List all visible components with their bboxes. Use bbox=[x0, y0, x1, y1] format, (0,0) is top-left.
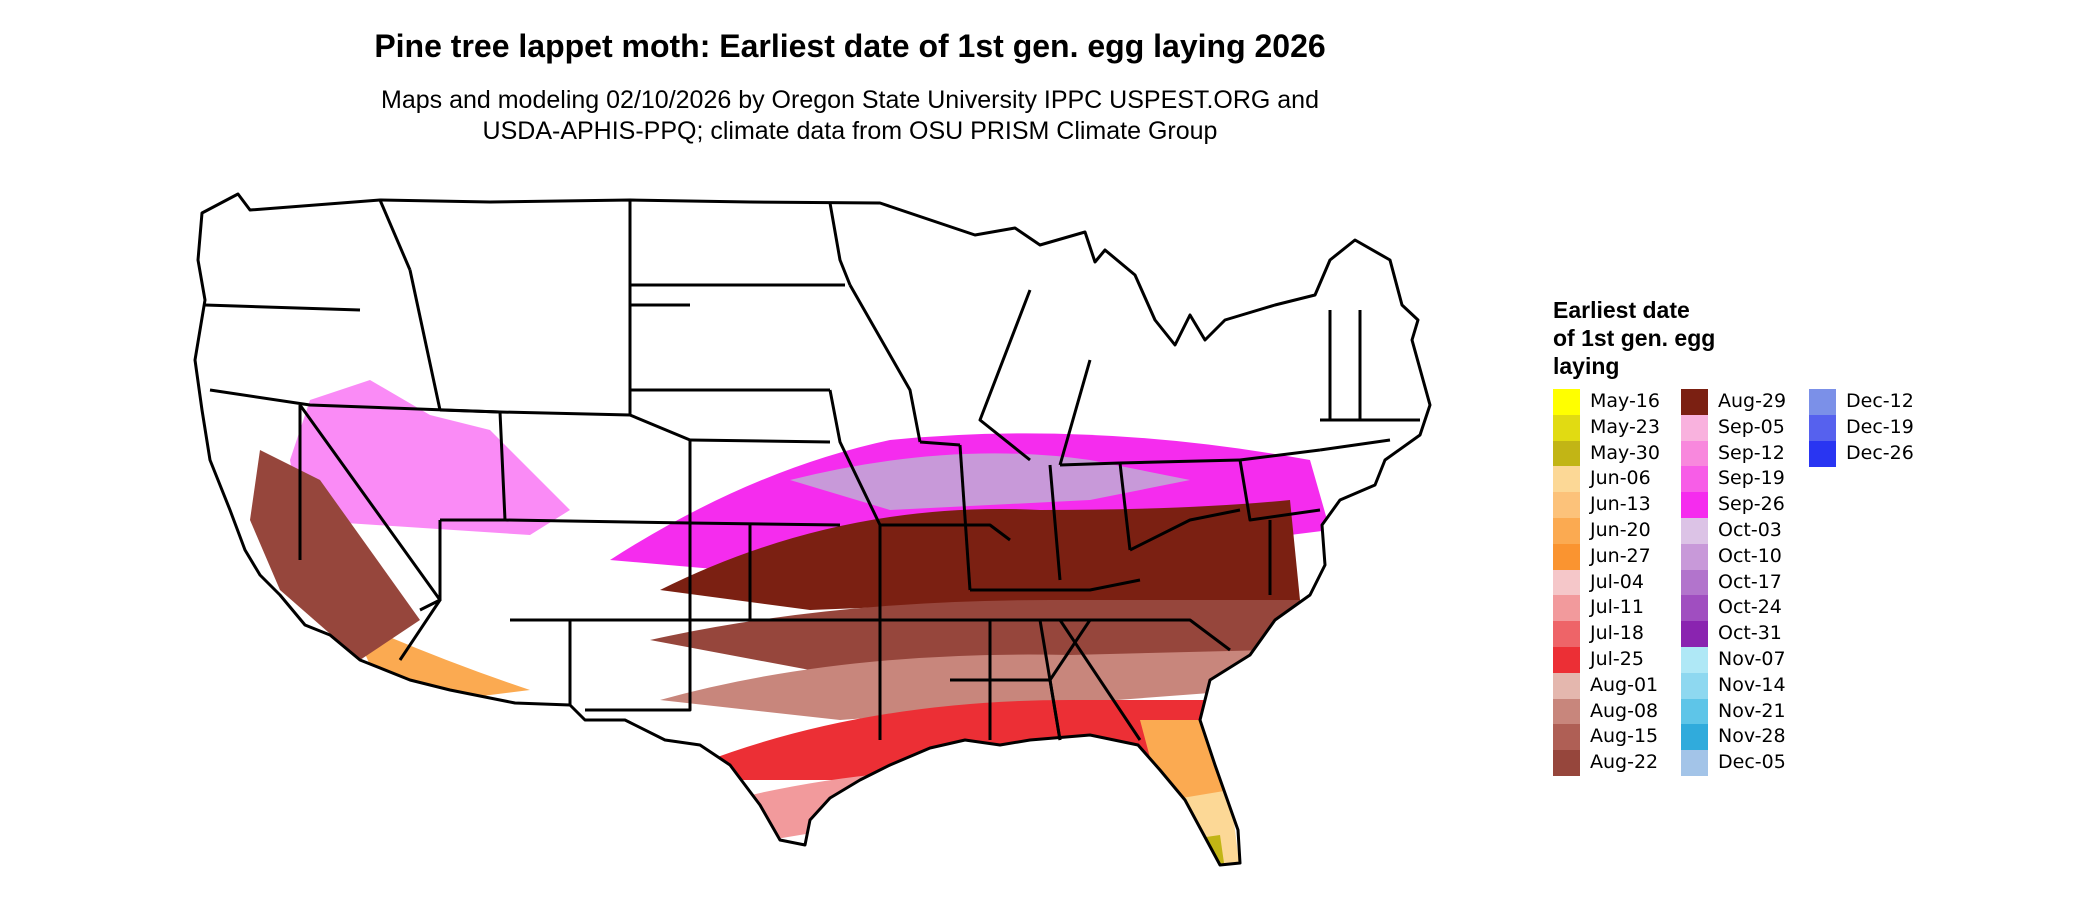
legend-label: Jul-25 bbox=[1590, 647, 1644, 670]
legend-swatch bbox=[1681, 569, 1708, 596]
legend-swatch bbox=[1681, 621, 1708, 648]
legend-swatch bbox=[1553, 414, 1580, 441]
legend-swatch bbox=[1681, 389, 1708, 415]
legend-label: May-23 bbox=[1590, 415, 1660, 438]
legend-swatch bbox=[1553, 492, 1580, 519]
legend-swatch bbox=[1553, 543, 1580, 570]
legend-swatch bbox=[1681, 750, 1708, 777]
legend-label: Dec-26 bbox=[1846, 441, 1914, 464]
legend-label: Jul-04 bbox=[1590, 570, 1644, 593]
legend-swatch bbox=[1809, 389, 1836, 415]
legend-label: Oct-17 bbox=[1718, 570, 1782, 593]
legend-swatch bbox=[1553, 646, 1580, 673]
legend-swatch bbox=[1681, 724, 1708, 751]
legend-swatch bbox=[1553, 672, 1580, 699]
legend-swatch bbox=[1681, 543, 1708, 570]
legend-label: Aug-29 bbox=[1718, 390, 1787, 412]
legend-swatch bbox=[1809, 414, 1836, 441]
legend-label: Sep-05 bbox=[1718, 415, 1785, 438]
legend-swatch bbox=[1681, 440, 1708, 467]
legend-swatch bbox=[1681, 672, 1708, 699]
legend-swatch bbox=[1681, 646, 1708, 673]
legend-label: Nov-28 bbox=[1718, 725, 1786, 748]
legend-label: Sep-26 bbox=[1718, 493, 1785, 516]
legend-label: Aug-22 bbox=[1590, 751, 1659, 774]
legend-label: Jul-18 bbox=[1590, 622, 1644, 645]
map-title: Pine tree lappet moth: Earliest date of … bbox=[374, 28, 1326, 64]
legend-swatch bbox=[1553, 621, 1580, 648]
legend-swatch bbox=[1681, 517, 1708, 544]
legend-swatch bbox=[1681, 466, 1708, 493]
us-phenology-map bbox=[193, 192, 1432, 867]
legend-label: Jul-11 bbox=[1590, 596, 1644, 619]
legend-label: Dec-05 bbox=[1718, 751, 1786, 774]
legend-label: May-30 bbox=[1590, 441, 1660, 464]
legend-label: Aug-01 bbox=[1590, 673, 1659, 696]
legend-label: Dec-19 bbox=[1846, 415, 1914, 438]
legend-swatch bbox=[1553, 440, 1580, 467]
legend-label: Oct-31 bbox=[1718, 622, 1782, 645]
legend-swatch bbox=[1553, 569, 1580, 596]
legend-swatch bbox=[1553, 517, 1580, 544]
legend-swatch bbox=[1553, 698, 1580, 725]
legend-label: Jun-20 bbox=[1590, 518, 1651, 541]
legend-label: Oct-03 bbox=[1718, 518, 1782, 541]
legend-label: Nov-21 bbox=[1718, 699, 1786, 722]
map-subtitle-line-2: USDA-APHIS-PPQ; climate data from OSU PR… bbox=[482, 117, 1218, 145]
legend-title: Earliest date of 1st gen. egg laying bbox=[1553, 297, 1716, 379]
legend-swatch bbox=[1553, 466, 1580, 493]
legend-label: Aug-08 bbox=[1590, 699, 1659, 722]
legend-label: Sep-12 bbox=[1718, 441, 1785, 464]
map-subtitle-line-1: Maps and modeling 02/10/2026 by Oregon S… bbox=[381, 86, 1319, 114]
legend-swatch bbox=[1553, 389, 1580, 415]
legend-swatch bbox=[1681, 698, 1708, 725]
legend-swatch bbox=[1553, 724, 1580, 751]
legend-label: Nov-07 bbox=[1718, 647, 1786, 670]
legend-swatch bbox=[1553, 595, 1580, 622]
legend-label: Dec-12 bbox=[1846, 390, 1914, 412]
legend-label: Jun-13 bbox=[1590, 493, 1651, 516]
legend-label: Oct-24 bbox=[1718, 596, 1782, 619]
legend-label: Jun-06 bbox=[1590, 467, 1651, 490]
legend-swatch bbox=[1553, 750, 1580, 777]
legend-label: Nov-14 bbox=[1718, 673, 1786, 696]
legend-label: May-16 bbox=[1590, 390, 1660, 412]
legend-label: Jun-27 bbox=[1590, 544, 1651, 567]
legend-swatch bbox=[1681, 595, 1708, 622]
legend-label: Oct-10 bbox=[1718, 544, 1782, 567]
legend-swatch bbox=[1809, 440, 1836, 467]
legend-swatch bbox=[1681, 492, 1708, 519]
legend-label: Sep-19 bbox=[1718, 467, 1785, 490]
legend-swatch bbox=[1681, 414, 1708, 441]
legend-label: Aug-15 bbox=[1590, 725, 1659, 748]
